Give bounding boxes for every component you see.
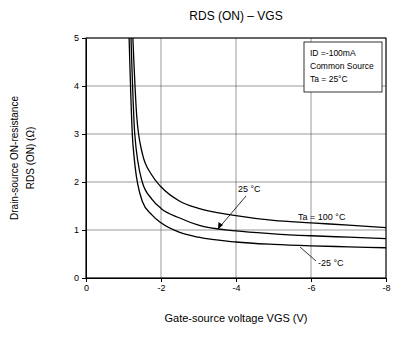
- tick-label: 5: [74, 33, 79, 43]
- tick-label: 4: [74, 81, 79, 91]
- tick-label: -8: [382, 283, 390, 293]
- tick: 0: [74, 273, 86, 283]
- grid-line-x: [161, 38, 162, 278]
- tick: -6: [307, 278, 315, 293]
- tick-label: 0: [74, 273, 79, 283]
- curve-label: 25 °C: [238, 184, 261, 194]
- tick-label: -2: [157, 283, 165, 293]
- tick-label: 3: [74, 129, 79, 139]
- tick: 3: [74, 129, 86, 139]
- x-axis: 0 -2 -4 -6 -8: [84, 278, 391, 293]
- tick: 0: [84, 278, 89, 293]
- y-axis-label: RDS (ON) (Ω): [25, 127, 36, 189]
- tick: -2: [157, 278, 165, 293]
- tick: 4: [74, 81, 86, 91]
- curve: [133, 38, 386, 228]
- tick: 2: [74, 177, 86, 187]
- plot-frame: [86, 38, 386, 278]
- curve: [129, 38, 386, 248]
- x-axis-label: Gate-source voltage VGS (V): [164, 312, 307, 324]
- chart: RDS (ON) – VGS 0 -2 -4 -6 -8 0 1 2 3 4 5 Gate-source…: [0, 0, 400, 346]
- tick-label: -6: [307, 283, 315, 293]
- tick: 1: [74, 225, 86, 235]
- arrow-head: [218, 222, 223, 229]
- tick-mark: [82, 38, 86, 39]
- tick-mark: [161, 278, 162, 282]
- tick-mark: [82, 230, 86, 231]
- tick: -4: [232, 278, 240, 293]
- tick-label: 2: [74, 177, 79, 187]
- tick-mark: [82, 278, 86, 279]
- tick-mark: [386, 278, 387, 282]
- tick-mark: [82, 134, 86, 135]
- tick-mark: [236, 278, 237, 282]
- condition-box: [304, 42, 382, 92]
- title: RDS (ON) – VGS: [189, 9, 282, 23]
- curve: [131, 38, 386, 239]
- tick-mark: [82, 86, 86, 87]
- tick: 5: [74, 33, 86, 43]
- tick-mark: [82, 182, 86, 183]
- curve-label: Ta = 100 °C: [298, 212, 346, 222]
- annotation: ID =-100mA: [310, 48, 356, 58]
- grid-line-y: [86, 182, 386, 183]
- grid: [86, 38, 386, 278]
- annotation: Common Source: [310, 61, 374, 71]
- leader-line: [300, 247, 316, 261]
- tick-label: 0: [84, 283, 89, 293]
- axis-line: [87, 279, 387, 283]
- leader-line: [218, 196, 246, 229]
- grid-line-y: [86, 134, 386, 135]
- plot-area: [129, 38, 386, 248]
- tick-mark: [311, 278, 312, 282]
- y-axis: 0 1 2 3 4 5: [74, 33, 87, 283]
- curve-label: -25 °C: [318, 258, 344, 268]
- y-axis-label: Drain-source ON-resistance: [9, 96, 20, 220]
- tick: -8: [382, 278, 390, 293]
- tick-label: -4: [232, 283, 240, 293]
- tick-label: 1: [74, 225, 79, 235]
- annotation: Ta = 25°C: [310, 74, 348, 84]
